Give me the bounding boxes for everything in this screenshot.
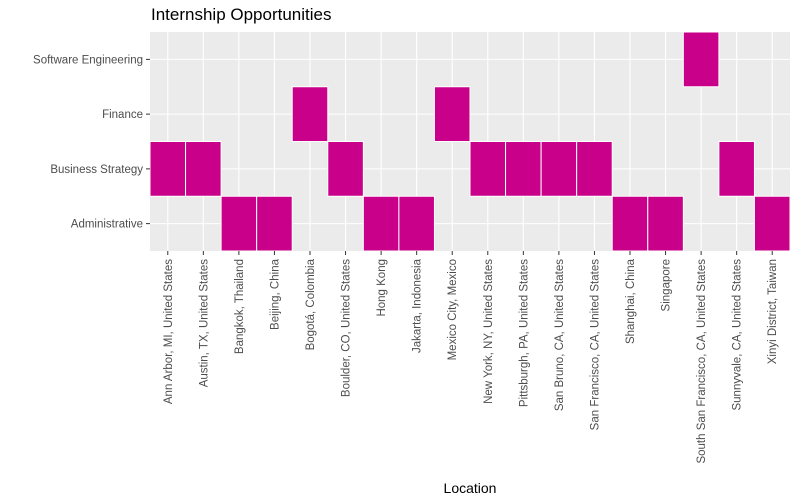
heatmap-cell bbox=[185, 141, 222, 197]
heatmap-cell bbox=[753, 195, 791, 252]
x-tick-label: Sunnyvale, CA, United States bbox=[732, 259, 744, 411]
x-tick-label: Austin, TX, United States bbox=[198, 259, 210, 388]
x-tick-label: Hong Kong bbox=[376, 259, 388, 317]
y-tick-label: Business Strategy bbox=[50, 164, 143, 176]
heatmap-cell bbox=[327, 141, 364, 197]
heatmap-cell bbox=[398, 195, 435, 252]
x-tick-label: Bangkok, Thailand bbox=[234, 259, 246, 354]
heatmap-cell bbox=[611, 195, 649, 252]
x-axis-label: Location bbox=[444, 480, 497, 496]
x-tick-label: San Bruno, CA, United States bbox=[554, 259, 566, 411]
y-tick-label: Software Engineering bbox=[33, 54, 143, 66]
x-tick-label: Xinyi District, Taiwan bbox=[767, 259, 779, 364]
heatmap-cell bbox=[433, 86, 471, 142]
heatmap-cell bbox=[505, 141, 542, 197]
heatmap-cell bbox=[682, 31, 720, 88]
x-tick-label: South San Francisco, CA, United States bbox=[696, 259, 708, 464]
x-tick-label: Mexico City, Mexico bbox=[447, 259, 459, 360]
x-tick-label: Pittsburgh, PA, United States bbox=[518, 259, 530, 407]
heatmap-cell bbox=[291, 86, 329, 142]
y-tick-label: Administrative bbox=[71, 219, 143, 231]
heatmap-cell bbox=[362, 195, 400, 252]
chart-title: Internship Opportunities bbox=[151, 5, 332, 24]
heatmap-cell bbox=[647, 195, 684, 252]
x-tick-label: Shanghai, China bbox=[625, 258, 637, 344]
x-tick-label: Boulder, CO, United States bbox=[341, 259, 353, 397]
heatmap-cell bbox=[149, 141, 187, 197]
y-tick-label: Finance bbox=[102, 109, 143, 121]
heatmap-cell bbox=[540, 141, 578, 197]
x-tick-label: San Francisco, CA, United States bbox=[589, 259, 601, 431]
x-tick-label: Jakarta, Indonesia bbox=[412, 258, 424, 353]
heatmap-cell bbox=[256, 195, 293, 252]
x-tick-label: Beijing, China bbox=[269, 258, 281, 330]
x-tick-label: Bogotá, Colombia bbox=[305, 258, 317, 350]
x-tick-label: Ann Arbor, MI, United States bbox=[163, 259, 175, 404]
heatmap-cell bbox=[469, 141, 507, 197]
heatmap-cell bbox=[718, 141, 755, 197]
heatmap-cell bbox=[576, 141, 613, 197]
x-tick-label: New York, NY, United States bbox=[483, 259, 495, 404]
heatmap-cell bbox=[220, 195, 258, 252]
x-tick-label: Singapore bbox=[661, 259, 673, 311]
